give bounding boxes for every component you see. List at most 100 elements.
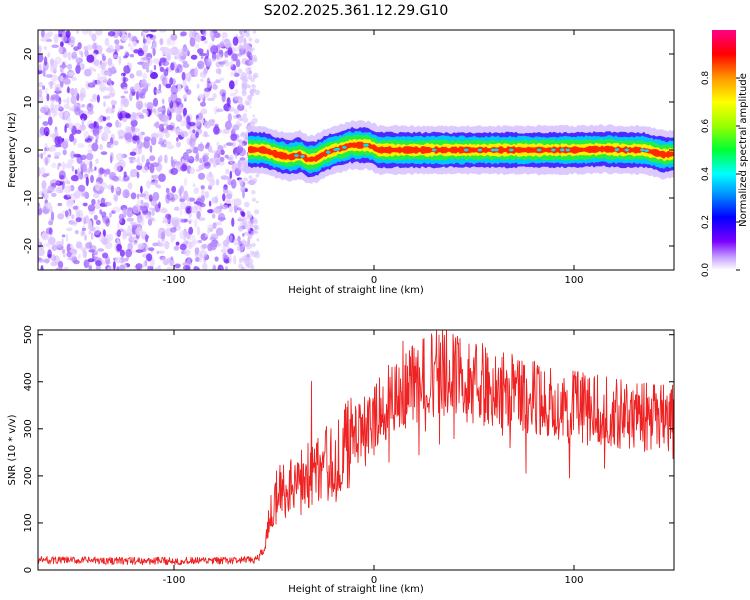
heatmap-noise-cell [42, 85, 45, 90]
heatmap-noise-cell [192, 239, 199, 245]
heatmap-noise-cell [116, 243, 122, 252]
heatmap-noise-cell [137, 155, 140, 165]
colorbar-tick-label: 0.0 [701, 263, 711, 278]
heatmap-noise-cell [70, 150, 76, 159]
heatmap-noise-edge-cell [251, 242, 256, 248]
heatmap-noise-cell [61, 238, 64, 246]
heatmap-noise-cell [119, 110, 127, 119]
heatmap-noise-cell [124, 125, 131, 134]
heatmap-noise-cell [178, 63, 182, 69]
heatmap-noise-cell [182, 265, 191, 270]
heatmap-noise-cell [86, 54, 95, 63]
heatmap-noise-cell [71, 220, 78, 227]
heatmap-noise-cell [215, 178, 220, 186]
heatmap-noise-cell [174, 263, 181, 269]
heatmap-noise-cell [71, 214, 75, 220]
heatmap-noise-cell [146, 36, 151, 45]
heatmap-noise-cell [128, 63, 133, 69]
heatmap-noise-cell [84, 49, 89, 58]
heatmap-noise-cell [77, 42, 82, 50]
heatmap-noise-cell [157, 107, 165, 111]
heatmap-noise-cell [108, 92, 116, 98]
heatmap-noise-cell [150, 199, 157, 207]
heatmap-noise-cell [105, 218, 110, 227]
heatmap-noise-cell [51, 244, 58, 251]
heatmap-noise-cell [183, 107, 187, 116]
heatmap-noise-cell [44, 258, 50, 264]
heatmap-y-axis-label: Frequency (Hz) [7, 112, 18, 188]
heatmap-noise-cell [189, 138, 196, 147]
heatmap-noise-cell [93, 121, 99, 129]
heatmap-noise-edge-cell [240, 31, 246, 37]
heatmap-noise-cell [215, 68, 221, 74]
heatmap-noise-edge-cell [254, 38, 260, 44]
heatmap-noise-cell [197, 63, 203, 68]
heatmap-noise-cell [65, 30, 71, 38]
heatmap-noise-edge-cell [251, 84, 255, 87]
heatmap-noise-edge-cell [241, 255, 248, 262]
heatmap-noise-cell [97, 205, 100, 208]
heatmap-noise-cell [122, 229, 128, 238]
heatmap-noise-cell [226, 193, 233, 200]
heatmap-noise-cell [165, 154, 168, 164]
heatmap-noise-cell [193, 265, 198, 270]
heatmap-noise-edge-cell [250, 250, 255, 255]
heatmap-noise-cell [86, 152, 94, 161]
heatmap-noise-cell [64, 51, 68, 58]
heatmap-noise-cell [223, 59, 229, 63]
heatmap-noise-cell [56, 165, 60, 170]
heatmap-noise-cell [200, 56, 204, 60]
heatmap-noise-cell [53, 178, 57, 189]
heatmap-noise-cell [63, 194, 72, 200]
heatmap-noise-cell [189, 30, 193, 39]
heatmap-noise-edge-cell [252, 114, 256, 118]
heatmap-noise-cell [156, 250, 160, 255]
heatmap-noise-cell [135, 226, 144, 236]
heatmap-noise-cell [129, 151, 137, 156]
heatmap-noise-edge-cell [243, 231, 248, 236]
heatmap-noise-cell [77, 184, 86, 192]
heatmap-noise-cell [195, 131, 199, 139]
heatmap-noise-cell [38, 69, 43, 75]
heatmap-noise-cell [233, 255, 237, 265]
heatmap-noise-cell [42, 121, 49, 126]
heatmap-noise-cell [55, 267, 63, 270]
heatmap-noise-cell [233, 72, 240, 78]
y-tick-label: 200 [23, 466, 34, 485]
heatmap-noise-edge-cell [244, 85, 248, 89]
heatmap-noise-cell [170, 33, 178, 41]
heatmap-noise-cell [181, 162, 188, 171]
heatmap-noise-cell [131, 224, 138, 228]
heatmap-noise-cell [44, 157, 49, 166]
heatmap-noise-edge-cell [241, 166, 248, 173]
heatmap-noise-cell [58, 170, 66, 180]
heatmap-noise-cell [75, 217, 82, 223]
heatmap-noise-cell [211, 196, 218, 204]
heatmap-noise-edge-cell [251, 197, 257, 202]
heatmap-noise-cell [87, 149, 93, 154]
heatmap-noise-cell [182, 63, 190, 68]
heatmap-noise-cell [158, 201, 161, 209]
heatmap-noise-cell [157, 264, 161, 270]
heatmap-ridge-gap [614, 148, 620, 152]
snr-series-line [38, 330, 674, 566]
heatmap-noise-cell [99, 144, 103, 151]
heatmap-noise-cell [237, 104, 245, 111]
heatmap-noise-edge-cell [252, 177, 258, 183]
heatmap-noise-cell [222, 193, 226, 202]
heatmap-noise-cell [186, 115, 191, 125]
heatmap-noise-edge-cell [245, 67, 251, 73]
heatmap-noise-cell [106, 142, 114, 149]
heatmap-noise-cell [207, 97, 215, 101]
heatmap-noise-edge-cell [245, 32, 251, 38]
heatmap-noise-edge-cell [244, 201, 250, 208]
heatmap-noise-cell [125, 249, 132, 258]
heatmap-noise-cell [184, 249, 191, 257]
heatmap-noise-cell [123, 171, 127, 178]
heatmap-noise-cell [160, 142, 164, 147]
heatmap-noise-cell [114, 49, 118, 55]
heatmap-ridge-gap [490, 148, 496, 152]
heatmap-noise-edge-cell [256, 238, 260, 242]
heatmap-noise-cell [57, 202, 63, 207]
heatmap-noise-cell [113, 187, 120, 192]
